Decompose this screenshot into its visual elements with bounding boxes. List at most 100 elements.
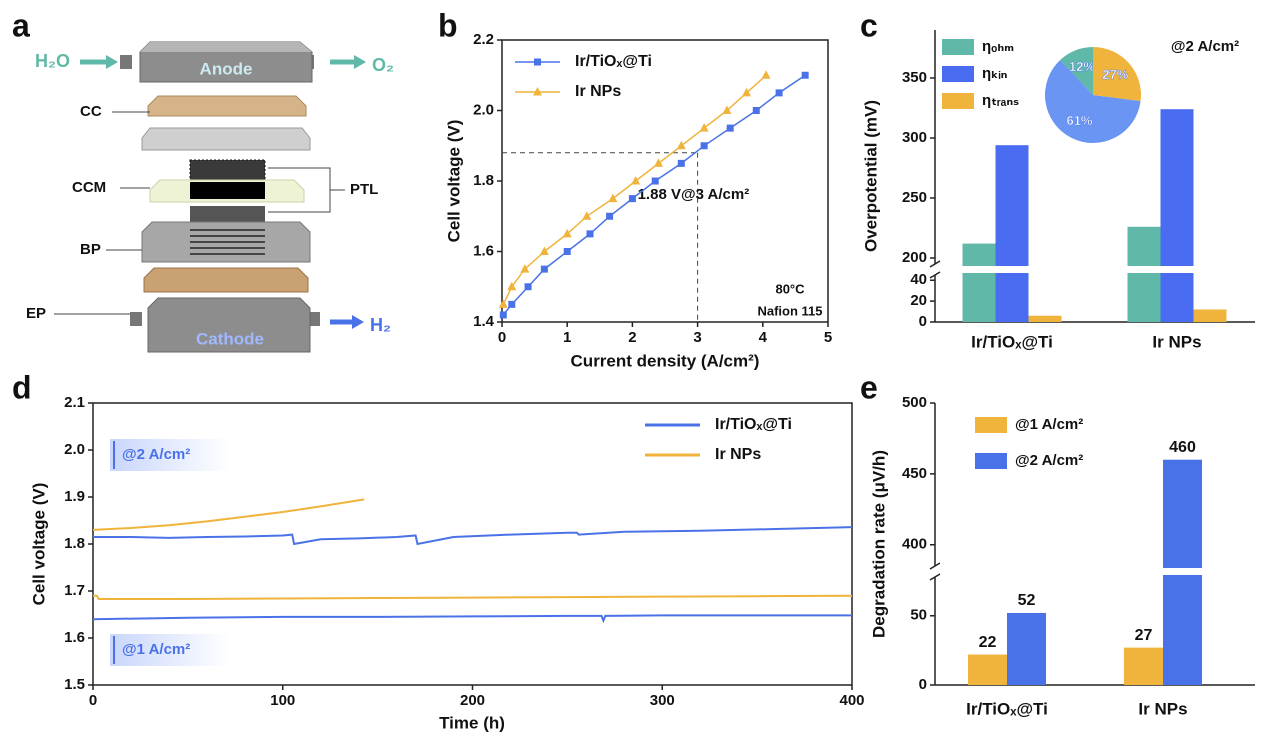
bar [1028, 315, 1062, 322]
y-tick-label: 2.1 [64, 394, 85, 411]
y-tick-label: 40 [910, 271, 927, 288]
legend-label: Ir/TiOₓ@Ti [575, 53, 652, 70]
arrow-head [354, 55, 366, 69]
y-axis-title: Degradation rate (μV/h) [869, 450, 888, 638]
marker [742, 87, 751, 97]
pie-slice [1093, 47, 1141, 102]
y-axis-title: Cell voltage (V) [29, 483, 48, 606]
legend-label: Ir NPs [715, 446, 761, 463]
arrow-head [106, 55, 118, 69]
inlet-label: H₂O [35, 51, 70, 71]
cc-label: CC [80, 103, 102, 120]
data-line [93, 526, 853, 546]
marker [722, 105, 732, 114]
ptl-mesh [189, 159, 266, 181]
marker [562, 228, 572, 238]
y-tick-label: 2.0 [473, 101, 494, 118]
marker [524, 283, 532, 291]
bar [1193, 309, 1227, 322]
outlet-label: H₂ [370, 315, 391, 335]
legend-swatch [942, 66, 974, 82]
y-tick-label: 1.8 [64, 535, 85, 552]
x-tick-label: Ir NPs [1138, 699, 1187, 718]
value-label: 460 [1169, 439, 1196, 456]
bar [1124, 647, 1163, 685]
x-tick-label: 0 [89, 692, 97, 709]
value-label: 52 [1018, 592, 1036, 609]
marker [608, 193, 618, 203]
y-tick-label: 50 [910, 607, 927, 624]
bar [1160, 109, 1194, 322]
legend-marker [533, 87, 542, 96]
legend-label: @1 A/cm² [1015, 416, 1083, 433]
y-tick-label: 250 [902, 189, 927, 206]
note: 80°C [775, 281, 805, 296]
marker [586, 230, 594, 238]
annotation: @2 A/cm² [122, 446, 190, 463]
fitting [308, 312, 320, 326]
y-tick-label: 1.4 [473, 313, 495, 330]
bp-label: BP [80, 241, 101, 258]
plot-frame [501, 39, 829, 323]
marker [726, 124, 734, 132]
x-tick-label: Ir/TiOₓ@Ti [966, 699, 1048, 718]
electrolyzer-diagram: Anode H₂O O₂ CC CCM PTL BP Cathode EP H₂ [26, 41, 394, 353]
marker [606, 212, 614, 220]
marker [540, 265, 548, 273]
bar [962, 243, 996, 322]
x-axis-title: Time (h) [439, 713, 505, 732]
panel-label: c [860, 7, 878, 43]
y-tick-label: 200 [902, 249, 927, 266]
ep-label: EP [26, 305, 46, 322]
x-tick-label: 2 [628, 329, 636, 346]
x-tick-label: 3 [693, 329, 701, 346]
marker [539, 246, 549, 255]
annotation: @2 A/cm² [1171, 38, 1239, 55]
outlet-label: O₂ [372, 55, 394, 75]
y-tick-label: 300 [902, 129, 927, 146]
bar [995, 145, 1029, 322]
note: Nafion 115 [757, 303, 822, 318]
legend-label: ηₒₕₘ [982, 38, 1014, 55]
marker [651, 177, 659, 185]
annotation-box [110, 439, 230, 471]
annotation: @1 A/cm² [122, 641, 190, 658]
ccm-label: CCM [72, 179, 106, 196]
x-tick-label: 0 [498, 329, 506, 346]
y-tick-label: 1.6 [473, 242, 494, 259]
x-tick-label: 200 [460, 692, 485, 709]
marker [761, 70, 771, 79]
ptl-label: PTL [350, 181, 378, 198]
legend-label: @2 A/cm² [1015, 452, 1083, 469]
y-tick-label: 2.0 [64, 441, 85, 458]
x-tick-label: Ir/TiOₓ@Ti [971, 332, 1053, 351]
bar [1007, 613, 1046, 685]
current-collector [147, 95, 307, 117]
bar [968, 654, 1007, 685]
marker [508, 300, 516, 308]
ptl [190, 206, 265, 222]
value-label: 27 [1135, 627, 1153, 644]
marker [498, 299, 508, 308]
y-tick-label: 450 [902, 465, 927, 482]
y-tick-label: 500 [902, 394, 927, 411]
marker [801, 71, 809, 79]
legend-label: ηₜᵣₐₙₛ [982, 92, 1019, 109]
pie-label: 61% [1066, 113, 1092, 128]
data-line [92, 614, 852, 624]
pie-slice [1060, 47, 1093, 95]
annotation-box [110, 634, 230, 666]
bar [1127, 226, 1161, 322]
legend-swatch [942, 93, 974, 109]
data-line [92, 498, 365, 531]
y-tick-label: 1.7 [64, 582, 85, 599]
pie-slice [1045, 60, 1141, 144]
reference-label: 1.88 V@3 A/cm² [638, 186, 750, 203]
marker [677, 159, 685, 167]
y-tick-label: 400 [902, 536, 927, 553]
data-line [93, 594, 853, 600]
anode-label: Anode [200, 59, 253, 78]
x-tick-label: Ir NPs [1152, 332, 1201, 351]
x-axis-title: Current density (A/cm²) [571, 351, 760, 370]
